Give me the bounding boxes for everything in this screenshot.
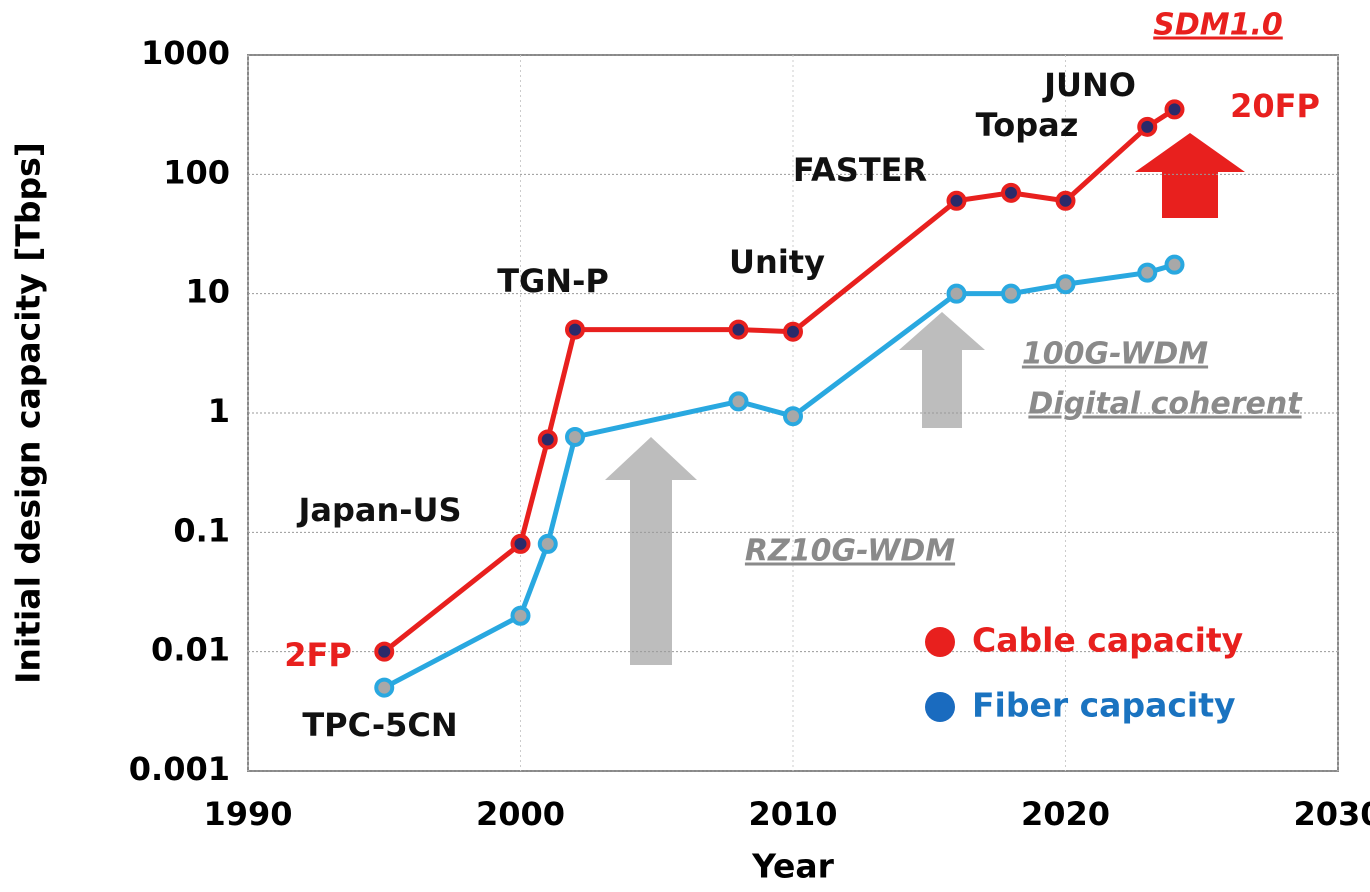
data-point (537, 533, 558, 554)
annotation: 20FP (1230, 87, 1320, 125)
data-point (374, 677, 395, 698)
data-point (1055, 190, 1076, 211)
y-tick-label: 1 (208, 392, 230, 430)
data-point (946, 190, 967, 211)
legend-label: Cable capacity (972, 621, 1243, 660)
x-tick-label: 2010 (748, 795, 837, 833)
annotation: JUNO (1042, 66, 1136, 104)
data-point (510, 605, 531, 626)
data-point (374, 641, 395, 662)
data-point (1164, 99, 1185, 120)
data-point (1137, 116, 1158, 137)
y-tick-label: 10 (185, 273, 230, 311)
annotation: TGN-P (497, 262, 609, 300)
annotation: TPC-5CN (302, 706, 457, 744)
annotation: FASTER (793, 151, 927, 189)
data-point (537, 429, 558, 450)
y-tick-label: 0.01 (151, 631, 230, 669)
y-axis-label: Initial design capacity [Tbps] (9, 142, 48, 684)
data-point (783, 321, 803, 342)
annotation: Topaz (976, 106, 1079, 144)
data-point (728, 319, 749, 340)
data-point (1137, 262, 1158, 283)
data-point (1164, 254, 1185, 275)
data-point (946, 283, 967, 304)
y-tick-label: 0.1 (173, 511, 230, 549)
annotation: Japan-US (296, 491, 461, 529)
data-point (783, 406, 803, 427)
annotation: RZ10G-WDM (745, 534, 955, 569)
annotation: SDM1.0 (1153, 8, 1283, 43)
x-tick-label: 2000 (476, 795, 565, 833)
legend-marker (925, 692, 955, 722)
y-tick-label: 0.001 (129, 750, 230, 788)
arrow (605, 437, 697, 665)
arrow (899, 312, 985, 428)
arrow (1135, 133, 1245, 218)
x-tick-label: 2020 (1021, 795, 1110, 833)
y-tick-label: 1000 (141, 34, 230, 72)
legend-label: Fiber capacity (972, 686, 1236, 725)
data-point (728, 391, 749, 412)
x-axis-label: Year (751, 847, 835, 886)
annotation: Digital coherent (1028, 387, 1303, 422)
annotation: 100G-WDM (1022, 337, 1208, 372)
data-point (510, 533, 531, 554)
series-line (382, 107, 1176, 654)
data-point (1001, 283, 1021, 304)
data-point (565, 426, 585, 447)
x-tick-label: 1990 (203, 795, 292, 833)
y-tick-label: 100 (163, 153, 230, 191)
legend-marker (925, 627, 955, 657)
annotation: Unity (729, 243, 825, 281)
data-point (1055, 274, 1076, 295)
data-point (565, 319, 585, 340)
x-tick-label: 2030 (1293, 795, 1370, 833)
annotation: 2FP (284, 636, 352, 674)
data-point (1001, 182, 1021, 203)
